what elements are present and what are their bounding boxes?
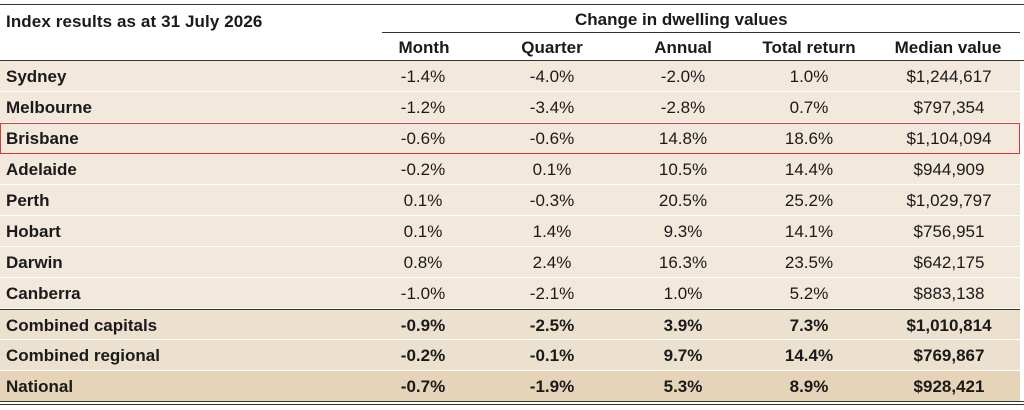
cell-month: 0.1% <box>403 191 443 210</box>
table-row-canberra: Canberra -1.0% -2.1% 1.0% 5.2% $883,138 <box>0 278 1020 309</box>
table-body: Sydney -1.4% -4.0% -2.0% 1.0% $1,244,617… <box>0 61 1024 402</box>
cell-annual: 14.8% <box>658 129 708 148</box>
column-header-quarter: Quarter <box>521 38 583 57</box>
cell-quarter: -0.3% <box>529 191 575 210</box>
cell-median-value: $928,421 <box>913 377 985 396</box>
cell-quarter: 0.1% <box>532 160 572 179</box>
row-label: Combined regional <box>6 346 160 365</box>
group-header: Change in dwelling values <box>575 10 788 29</box>
column-header-median-value: Median value <box>894 38 1002 57</box>
row-label: Combined capitals <box>6 316 158 335</box>
cell-median-value: $756,951 <box>913 222 985 241</box>
cell-median-value: $1,010,814 <box>906 316 992 335</box>
cell-total-return: 14.1% <box>784 222 834 241</box>
row-label: Sydney <box>6 67 67 86</box>
top-rule <box>0 4 1024 5</box>
row-label: Canberra <box>6 284 81 303</box>
row-label: Darwin <box>6 253 63 272</box>
cell-annual: 5.3% <box>663 377 703 396</box>
row-label: Perth <box>6 191 50 210</box>
table-row-melbourne: Melbourne -1.2% -3.4% -2.8% 0.7% $797,35… <box>0 92 1020 123</box>
cell-median-value: $1,104,094 <box>906 129 992 148</box>
cell-total-return: 18.6% <box>784 129 834 148</box>
cell-total-return: 1.0% <box>789 67 829 86</box>
table-row-adelaide: Adelaide -0.2% 0.1% 10.5% 14.4% $944,909 <box>0 154 1020 185</box>
cell-median-value: $1,244,617 <box>906 67 992 86</box>
cell-quarter: -1.9% <box>529 377 575 396</box>
table-row-sydney: Sydney -1.4% -4.0% -2.0% 1.0% $1,244,617 <box>0 61 1020 92</box>
cell-month: -0.7% <box>400 377 446 396</box>
cell-annual: -2.8% <box>660 98 706 117</box>
cell-quarter: -0.6% <box>529 129 575 148</box>
cell-quarter: -2.1% <box>529 284 575 303</box>
cell-quarter: -0.1% <box>529 346 575 365</box>
table-row-darwin: Darwin 0.8% 2.4% 16.3% 23.5% $642,175 <box>0 247 1020 278</box>
cell-total-return: 5.2% <box>789 284 829 303</box>
row-label: Brisbane <box>6 129 79 148</box>
cell-annual: 1.0% <box>663 284 703 303</box>
cell-month: -1.4% <box>400 67 446 86</box>
cell-annual: 3.9% <box>663 316 703 335</box>
cell-median-value: $883,138 <box>913 284 985 303</box>
cell-annual: -2.0% <box>660 67 706 86</box>
cell-total-return: 14.4% <box>784 346 834 365</box>
cell-total-return: 25.2% <box>784 191 834 210</box>
cell-month: -0.2% <box>400 346 446 365</box>
bottom-double-rule <box>0 404 1024 405</box>
cell-annual: 9.7% <box>663 346 703 365</box>
group-header-rule <box>382 32 1020 33</box>
bottom-rule <box>0 401 1024 402</box>
row-label: Melbourne <box>6 98 92 117</box>
cell-quarter: -4.0% <box>529 67 575 86</box>
table-row-brisbane-highlighted: Brisbane -0.6% -0.6% 14.8% 18.6% $1,104,… <box>0 123 1020 154</box>
table-row-combined-regional: Combined regional -0.2% -0.1% 9.7% 14.4%… <box>0 340 1020 371</box>
cell-month: -0.2% <box>400 160 446 179</box>
cell-median-value: $642,175 <box>913 253 985 272</box>
cell-total-return: 23.5% <box>784 253 834 272</box>
table-title: Index results as at 31 July 2026 <box>6 12 263 31</box>
cell-median-value: $1,029,797 <box>906 191 992 210</box>
cell-month: -1.0% <box>400 284 446 303</box>
cell-quarter: 2.4% <box>532 253 572 272</box>
cell-quarter: -3.4% <box>529 98 575 117</box>
cell-median-value: $797,354 <box>913 98 985 117</box>
table-row-combined-capitals: Combined capitals -0.9% -2.5% 3.9% 7.3% … <box>0 309 1020 340</box>
cell-total-return: 0.7% <box>789 98 829 117</box>
cell-annual: 16.3% <box>658 253 708 272</box>
cell-month: 0.1% <box>403 222 443 241</box>
column-header-annual: Annual <box>654 38 712 57</box>
cell-month: 0.8% <box>403 253 443 272</box>
cell-month: -0.6% <box>400 129 446 148</box>
cell-total-return: 7.3% <box>789 316 829 335</box>
cell-total-return: 8.9% <box>789 377 829 396</box>
table-row-perth: Perth 0.1% -0.3% 20.5% 25.2% $1,029,797 <box>0 185 1020 216</box>
header-bottom-rule <box>0 60 1024 61</box>
table-row-hobart: Hobart 0.1% 1.4% 9.3% 14.1% $756,951 <box>0 216 1020 247</box>
row-label: Adelaide <box>6 160 77 179</box>
table-row-national: National -0.7% -1.9% 5.3% 8.9% $928,421 <box>0 371 1020 402</box>
column-header-total-return: Total return <box>762 38 856 57</box>
row-label: Hobart <box>6 222 61 241</box>
cell-annual: 9.3% <box>663 222 703 241</box>
cell-quarter: 1.4% <box>532 222 572 241</box>
cell-annual: 20.5% <box>658 191 708 210</box>
cell-quarter: -2.5% <box>529 316 575 335</box>
cell-median-value: $944,909 <box>913 160 985 179</box>
cell-annual: 10.5% <box>658 160 708 179</box>
cell-total-return: 14.4% <box>784 160 834 179</box>
cell-month: -0.9% <box>400 316 446 335</box>
cell-month: -1.2% <box>400 98 446 117</box>
cell-median-value: $769,867 <box>913 346 985 365</box>
column-header-month: Month <box>398 38 450 57</box>
row-label: National <box>6 377 74 396</box>
